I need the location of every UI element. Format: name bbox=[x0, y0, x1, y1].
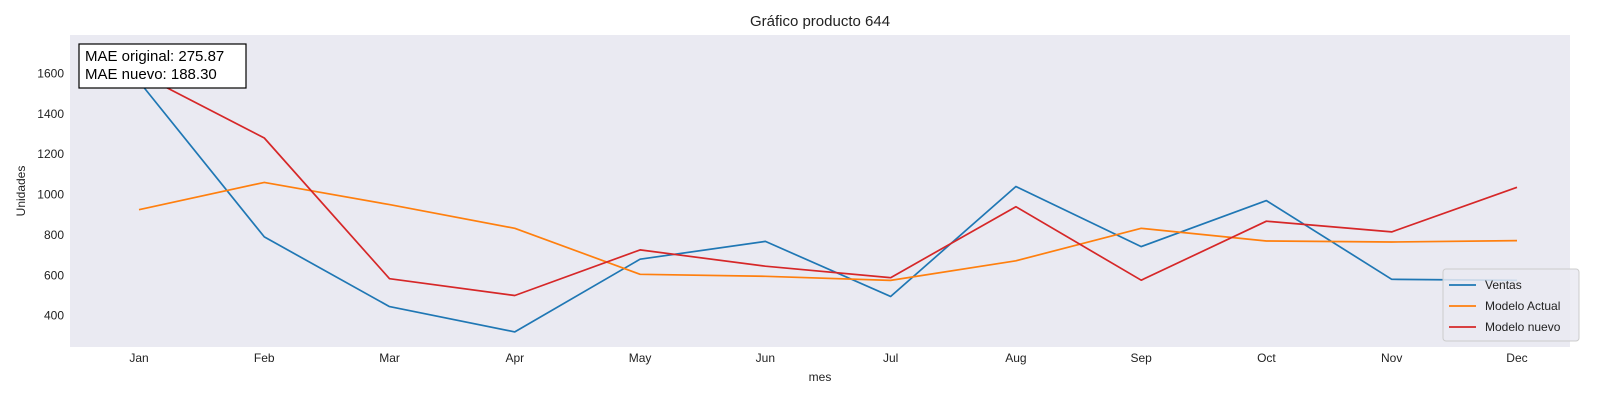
legend-label: Modelo nuevo bbox=[1485, 320, 1561, 334]
x-tick-label: Mar bbox=[379, 351, 400, 365]
mae-annotation: MAE original: 275.87 MAE nuevo: 188.30 bbox=[78, 43, 247, 89]
y-axis-label: Unidades bbox=[14, 166, 28, 217]
legend-label: Modelo Actual bbox=[1485, 299, 1560, 313]
x-tick-label: May bbox=[629, 351, 652, 365]
x-axis-label: mes bbox=[809, 370, 832, 384]
series-line-ventas bbox=[138, 80, 1518, 333]
x-tick-label: Sep bbox=[1130, 351, 1152, 365]
y-tick-label: 1000 bbox=[37, 188, 64, 202]
x-tick-label: Jun bbox=[756, 351, 775, 365]
x-tick-label: Aug bbox=[1005, 351, 1026, 365]
x-tick-label: Nov bbox=[1381, 351, 1402, 365]
y-tick-label: 1400 bbox=[37, 107, 64, 121]
series-line-modelo-actual bbox=[138, 181, 1518, 282]
annotation-mae-nuevo: MAE nuevo: 188.30 bbox=[85, 66, 217, 83]
y-tick-label: 400 bbox=[44, 309, 64, 323]
x-tick-label: Jul bbox=[883, 351, 898, 365]
legend-box bbox=[1442, 268, 1580, 342]
annotation-mae-original: MAE original: 275.87 bbox=[85, 48, 224, 65]
plot-area bbox=[70, 35, 1570, 347]
x-tick-label: Feb bbox=[254, 351, 275, 365]
annotation-box bbox=[78, 43, 247, 89]
x-tick-label: Oct bbox=[1257, 351, 1276, 365]
y-tick-label: 600 bbox=[44, 268, 64, 282]
series-line-modelo-nuevo bbox=[138, 72, 1518, 297]
y-tick-label: 1600 bbox=[37, 66, 64, 80]
x-tick-label: Dec bbox=[1506, 351, 1527, 365]
legend-label: Ventas bbox=[1485, 278, 1522, 292]
legend: Ventas Modelo Actual Modelo nuevo bbox=[1442, 268, 1580, 342]
x-tick-label: Apr bbox=[505, 351, 524, 365]
chart-title: Gráfico producto 644 bbox=[750, 13, 890, 30]
y-tick-label: 1200 bbox=[37, 147, 64, 161]
y-tick-label: 800 bbox=[44, 228, 64, 242]
x-tick-label: Jan bbox=[129, 351, 148, 365]
